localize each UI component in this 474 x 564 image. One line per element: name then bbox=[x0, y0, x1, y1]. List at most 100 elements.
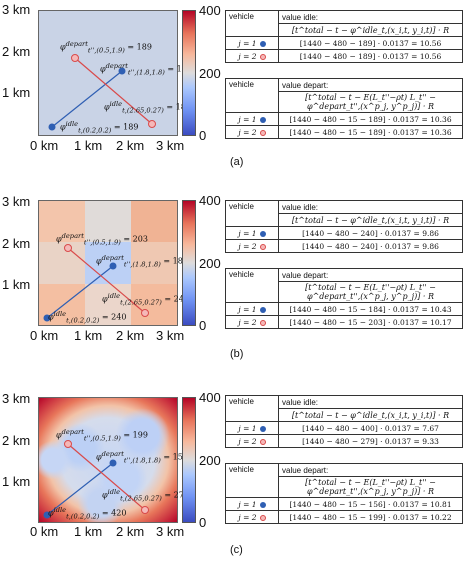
blue-dot-icon bbox=[259, 425, 266, 432]
heatmap-cell bbox=[85, 242, 131, 284]
heatmap-cell bbox=[85, 201, 131, 243]
route-vehicle-1-b bbox=[46, 265, 114, 319]
ytick-b-2: 2 km bbox=[2, 236, 31, 251]
depart-table-c: vehicle value depart: [t^total − t − E(L… bbox=[225, 463, 463, 524]
xtick-c-0: 0 km bbox=[30, 524, 59, 539]
ytick-c-2: 2 km bbox=[2, 433, 31, 448]
table-row: j = 2 [1440 − 480 − 15 − 189] · 0.0137 = … bbox=[225, 125, 463, 139]
route-vehicle-2-c bbox=[67, 443, 146, 511]
colorbar-c-min: 0 bbox=[199, 515, 207, 530]
vehicle-2-start-b bbox=[141, 309, 149, 317]
vehicle-1-dest-c bbox=[109, 459, 117, 467]
blue-dot-icon bbox=[259, 40, 266, 47]
heatmap-cell bbox=[85, 283, 131, 325]
xtick-c-3: 3 km bbox=[156, 524, 185, 539]
annotation-c-1: φdepartt'',(0.5,1.9) = 199 bbox=[56, 428, 148, 443]
xtick-c-1: 1 km bbox=[74, 524, 103, 539]
idle-formula: [t^total − t − φ^idle_t,(x_i,t, y_i,t)] … bbox=[278, 408, 463, 422]
vehicle-1-dest-b bbox=[109, 262, 117, 270]
xtick-c-2: 2 km bbox=[116, 524, 145, 539]
ytick-a-1: 1 km bbox=[2, 85, 31, 100]
vehicle-1-start-c bbox=[43, 511, 51, 519]
ytick-a-3: 3 km bbox=[2, 2, 31, 17]
red-dot-icon bbox=[259, 243, 266, 250]
ytick-b-3: 3 km bbox=[2, 194, 31, 209]
route-vehicle-2-a bbox=[74, 57, 153, 125]
red-dot-icon bbox=[259, 53, 266, 60]
blue-dot-icon bbox=[259, 230, 266, 237]
table-row: j = 2 [1440 − 480 − 189] · 0.0137 = 10.56 bbox=[225, 49, 463, 63]
vehicle-header: vehicle bbox=[225, 395, 279, 422]
depart-formula: [t^total − t − E(L_t''−ρt) L_t'' − φ^dep… bbox=[278, 476, 463, 498]
blue-dot-icon bbox=[259, 501, 266, 508]
depart-table-b: vehicle value depart: [t^total − t − E(L… bbox=[225, 268, 463, 329]
colorbar-a-mid: 200 bbox=[199, 66, 221, 81]
vehicle-1-start-a bbox=[48, 123, 56, 131]
colorbar-a bbox=[182, 10, 196, 136]
annotation-a-1: φdepartt'',(0.5,1.9) = 189 bbox=[60, 40, 152, 55]
annotation-c-4: φidlet,(0.2,0.2) = 420 bbox=[48, 506, 127, 521]
vehicle-2-dest-c bbox=[64, 440, 72, 448]
route-vehicle-1-c bbox=[46, 462, 114, 516]
table-row: j = 2 [1440 − 480 − 15 − 199] · 0.0137 = … bbox=[225, 510, 463, 524]
colorbar-c-mid: 200 bbox=[199, 453, 221, 468]
xtick-a-0: 0 km bbox=[30, 138, 59, 153]
xtick-b-3: 3 km bbox=[156, 328, 185, 343]
xtick-b-2: 2 km bbox=[116, 328, 145, 343]
colorbar-b bbox=[182, 200, 196, 326]
ytick-c-3: 3 km bbox=[2, 391, 31, 406]
red-dot-icon bbox=[259, 438, 266, 445]
colorbar-b-mid: 200 bbox=[199, 256, 221, 271]
annotation-a-3: φidlet,(2.65,0.27) = 189 bbox=[104, 100, 191, 115]
ytick-b-1: 1 km bbox=[2, 277, 31, 292]
heatmap-cell bbox=[39, 242, 85, 284]
colorbar-b-max: 400 bbox=[199, 193, 221, 208]
heatmap-b bbox=[38, 200, 178, 326]
annotation-a-4: φidlet,(0.2,0.2) = 189 bbox=[60, 120, 139, 135]
annotation-c-2: φdepartt'',(1.8,1.8) = 156 bbox=[96, 450, 188, 465]
annotation-b-1: φdepartt'',(0.5,1.9) = 203 bbox=[56, 232, 148, 247]
annotation-b-2: φdepartt'',(1.8,1.8) = 184 bbox=[96, 254, 188, 269]
ytick-a-2: 2 km bbox=[2, 44, 31, 59]
xtick-a-3: 3 km bbox=[156, 138, 185, 153]
xtick-a-1: 1 km bbox=[74, 138, 103, 153]
heatmap-cell bbox=[39, 201, 85, 243]
route-vehicle-1-a bbox=[51, 70, 123, 128]
table-row: j = 1 [1440 − 480 − 15 − 184] · 0.0137 = … bbox=[225, 302, 463, 316]
idle-table-a: vehicle value idle: [t^total − t − φ^idl… bbox=[225, 10, 463, 63]
annotation-b-4: φidlet,(0.2,0.2) = 240 bbox=[48, 310, 127, 325]
caption-a: (a) bbox=[230, 156, 244, 168]
annotation-c-3: φidlet,(2.65,0.27) = 279 bbox=[102, 488, 189, 503]
blue-dot-icon bbox=[259, 116, 266, 123]
colorbar-c bbox=[182, 397, 196, 523]
heatmap-cell bbox=[131, 201, 177, 243]
vehicle-header: vehicle bbox=[225, 10, 279, 37]
table-row: j = 1 [1440 − 480 − 400] · 0.0137 = 7.67 bbox=[225, 421, 463, 435]
table-row: j = 1 [1440 − 480 − 240] · 0.0137 = 9.86 bbox=[225, 226, 463, 240]
idle-title: value idle: bbox=[278, 395, 463, 409]
vehicle-1-start-b bbox=[43, 314, 51, 322]
colorbar-a-max: 400 bbox=[199, 3, 221, 18]
blue-dot-icon bbox=[259, 306, 266, 313]
ytick-c-1: 1 km bbox=[2, 474, 31, 489]
vehicle-header: vehicle bbox=[225, 200, 279, 227]
caption-b: (b) bbox=[230, 348, 244, 360]
xtick-b-1: 1 km bbox=[74, 328, 103, 343]
colorbar-c-max: 400 bbox=[199, 390, 221, 405]
table-row: j = 2 [1440 − 480 − 240] · 0.0137 = 9.86 bbox=[225, 239, 463, 253]
heatmap-a bbox=[38, 10, 178, 136]
depart-title: value depart: bbox=[278, 463, 463, 477]
table-row: j = 1 [1440 − 480 − 15 − 156] · 0.0137 = … bbox=[225, 497, 463, 511]
vehicle-2-dest-b bbox=[64, 244, 72, 252]
depart-table-a: vehicle value depart: [t^total − t − E(L… bbox=[225, 78, 463, 139]
vehicle-2-start-c bbox=[141, 506, 149, 514]
heatmap-c bbox=[38, 397, 178, 523]
route-vehicle-2-b bbox=[67, 247, 146, 314]
vehicle-1-dest-a bbox=[118, 67, 126, 75]
vehicle-header: vehicle bbox=[225, 463, 279, 498]
xtick-b-0: 0 km bbox=[30, 328, 59, 343]
vehicle-2-start-a bbox=[148, 120, 156, 128]
